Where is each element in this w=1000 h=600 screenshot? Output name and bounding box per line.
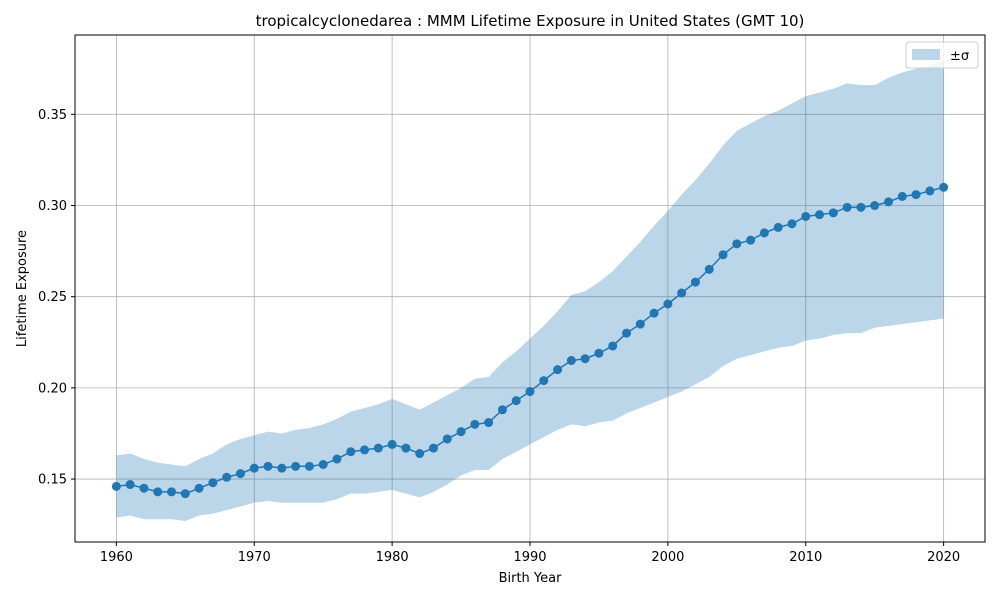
y-tick-label: 0.30 xyxy=(38,199,67,214)
data-point xyxy=(622,328,632,338)
data-point xyxy=(870,201,880,211)
data-point xyxy=(815,210,825,220)
data-point xyxy=(539,376,549,386)
data-point xyxy=(635,319,645,329)
data-point xyxy=(442,434,452,444)
data-point xyxy=(677,288,687,298)
data-point xyxy=(291,461,301,471)
data-point xyxy=(415,449,425,459)
data-point xyxy=(608,341,618,351)
data-point xyxy=(566,356,576,366)
data-point xyxy=(842,202,852,212)
data-point xyxy=(911,190,921,200)
legend-label-sigma: ±σ xyxy=(950,49,969,64)
data-point xyxy=(718,250,728,260)
data-point xyxy=(235,469,245,479)
data-point xyxy=(925,186,935,196)
data-point xyxy=(484,418,494,428)
data-point xyxy=(525,387,535,397)
data-point xyxy=(939,182,949,192)
x-tick-label: 2010 xyxy=(789,550,822,565)
data-point xyxy=(277,463,287,473)
data-point xyxy=(704,264,714,274)
data-point xyxy=(401,443,411,453)
chart-title: tropicalcyclonedarea : MMM Lifetime Expo… xyxy=(256,12,805,30)
y-tick-label: 0.20 xyxy=(38,381,67,396)
data-point xyxy=(456,427,466,437)
x-tick-label: 2000 xyxy=(651,550,684,565)
y-tick-label: 0.15 xyxy=(38,473,67,488)
data-point xyxy=(373,443,383,453)
data-point xyxy=(360,445,370,455)
y-tick-label: 0.25 xyxy=(38,290,67,305)
data-point xyxy=(594,348,604,358)
y-ticks: 0.15 0.20 0.25 0.30 0.35 xyxy=(38,108,75,488)
sigma-band-area xyxy=(116,59,944,522)
data-point xyxy=(304,461,314,471)
data-point xyxy=(111,481,121,491)
data-point xyxy=(801,211,811,221)
data-points xyxy=(111,182,949,499)
data-point xyxy=(318,459,328,469)
data-point xyxy=(690,277,700,287)
x-tick-label: 1960 xyxy=(100,550,133,565)
data-point xyxy=(180,489,190,499)
data-point xyxy=(125,480,135,490)
y-tick-label: 0.35 xyxy=(38,108,67,123)
data-point xyxy=(553,365,563,375)
legend: ±σ xyxy=(905,41,979,69)
data-point xyxy=(167,487,177,497)
data-point xyxy=(428,443,438,453)
data-point xyxy=(497,405,507,415)
legend-box xyxy=(905,41,979,69)
data-point xyxy=(470,419,480,429)
data-point xyxy=(263,461,273,471)
data-point xyxy=(332,454,342,464)
data-point xyxy=(649,308,659,318)
data-point xyxy=(249,463,259,473)
data-point xyxy=(787,219,797,229)
data-point xyxy=(773,222,783,232)
data-point xyxy=(883,197,893,207)
data-point xyxy=(759,228,769,238)
data-point xyxy=(194,483,204,493)
data-point xyxy=(856,202,866,212)
data-point xyxy=(897,191,907,201)
data-point xyxy=(580,354,590,364)
x-tick-label: 1970 xyxy=(238,550,271,565)
data-point xyxy=(663,299,673,309)
data-point xyxy=(208,478,218,488)
data-point xyxy=(153,487,163,497)
data-point xyxy=(139,483,149,493)
sigma-band xyxy=(116,59,944,522)
legend-swatch-sigma xyxy=(912,49,940,60)
data-point xyxy=(732,239,742,249)
y-axis-label: Lifetime Exposure xyxy=(15,230,30,347)
x-ticks: 1960 1970 1980 1990 2000 2010 2020 xyxy=(100,542,960,565)
data-point xyxy=(346,447,356,457)
x-tick-label: 1980 xyxy=(376,550,409,565)
x-tick-label: 2020 xyxy=(927,550,960,565)
x-tick-label: 1990 xyxy=(513,550,546,565)
data-point xyxy=(222,472,232,482)
data-point xyxy=(387,439,397,449)
data-point xyxy=(746,235,756,245)
data-point xyxy=(511,396,521,406)
x-axis-label: Birth Year xyxy=(499,571,563,586)
data-point xyxy=(828,208,838,218)
